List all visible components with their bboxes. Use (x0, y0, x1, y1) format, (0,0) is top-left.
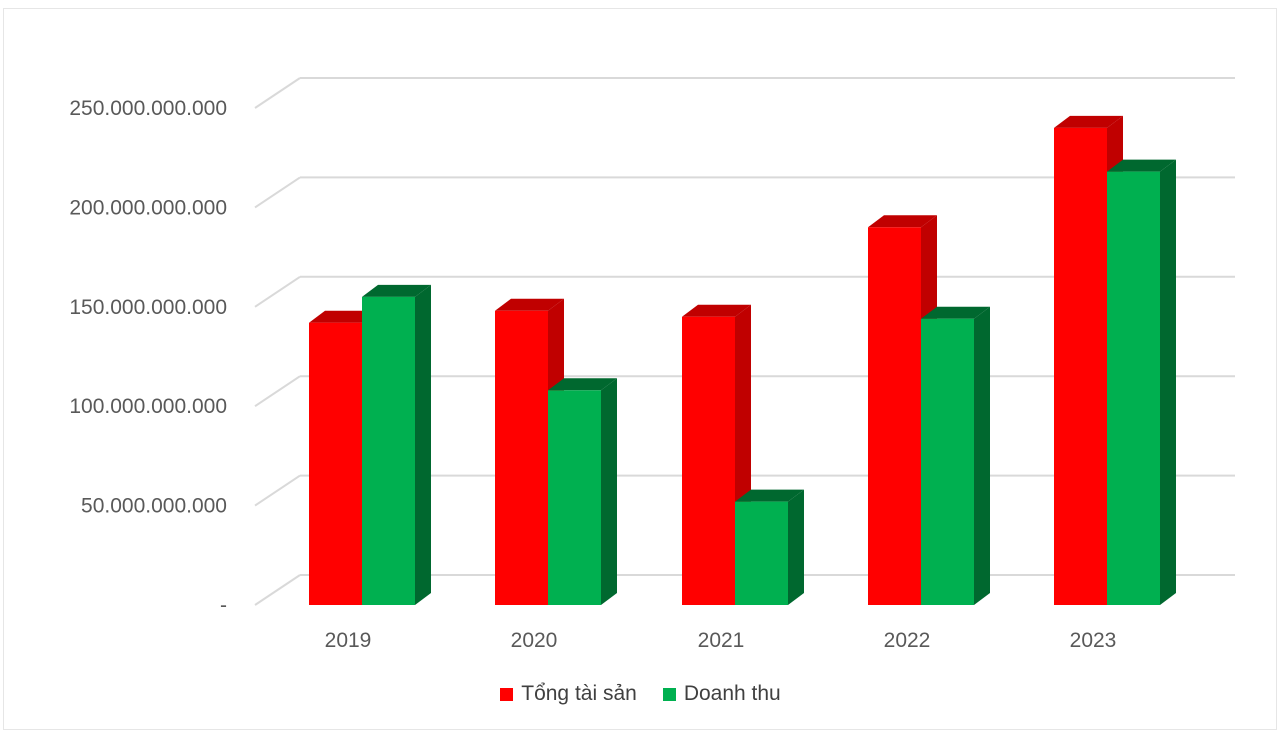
legend-label-series-1: Doanh thu (683, 682, 781, 705)
bar-top (309, 310, 378, 323)
bar-front (682, 316, 735, 605)
gridline-diagonal (254, 375, 301, 408)
bar-side (788, 489, 804, 605)
bar-top (1107, 159, 1176, 172)
bar-front (548, 390, 601, 605)
bar-2023-series-1 (1107, 159, 1176, 605)
bar-top (362, 284, 431, 297)
bars (309, 115, 1176, 605)
y-axis-ticks: - 50.000.000.000 100.000.000.000 150.000.00… (69, 97, 227, 617)
gridline-diagonal (254, 574, 301, 606)
bar-front (735, 501, 788, 605)
y-tick-label: 150.000.000.000 (69, 296, 227, 319)
bar-front (309, 322, 362, 605)
y-tick-label: 50.000.000.000 (81, 495, 227, 518)
x-tick-label-2020: 2020 (511, 629, 558, 652)
gridline-diagonal (254, 77, 301, 109)
gridline-diagonal (254, 474, 301, 507)
x-tick-label-2022: 2022 (884, 629, 931, 652)
bar-side (415, 284, 431, 605)
bar-side (601, 378, 617, 605)
gridline-diagonal (254, 275, 301, 308)
legend-swatch-series-0 (500, 687, 514, 701)
y-tick-label: - (220, 594, 227, 617)
legend-item-series-1: Doanh thu (662, 682, 781, 706)
gridline-diagonal (254, 176, 301, 209)
bar-2020-series-1 (548, 378, 617, 605)
bar-front (921, 318, 974, 605)
bar-2019-series-1 (362, 284, 431, 605)
bar-top (735, 489, 804, 502)
bar-front (362, 296, 415, 605)
x-tick-label-2019: 2019 (325, 629, 372, 652)
bar-front (1107, 171, 1160, 605)
y-tick-label: 100.000.000.000 (69, 395, 227, 418)
legend: Tổng tài sản Doanh thu (0, 682, 1281, 706)
bar-side (974, 306, 990, 605)
bar-top (1054, 115, 1123, 128)
y-tick-label: 250.000.000.000 (69, 97, 227, 120)
y-tick-label: 200.000.000.000 (69, 196, 227, 219)
legend-swatch-series-1 (662, 687, 676, 701)
bar-top (682, 304, 751, 317)
bar-top (495, 298, 564, 311)
legend-label-series-0: Tổng tài sản (521, 682, 637, 705)
bar-2022-series-1 (921, 306, 990, 605)
x-tick-label-2023: 2023 (1070, 629, 1117, 652)
bar-top (868, 215, 937, 228)
bar-front (1054, 127, 1107, 605)
legend-item-series-0: Tổng tài sản (500, 682, 637, 706)
bar-side (1160, 159, 1176, 605)
bar-top (548, 378, 617, 391)
bar-front (868, 227, 921, 605)
x-tick-label-2021: 2021 (698, 629, 745, 652)
bar-2021-series-1 (735, 489, 804, 605)
x-axis-ticks: 2019 2020 2021 2022 2023 (325, 629, 1117, 652)
bar-top (921, 306, 990, 319)
bar-front (495, 310, 548, 605)
